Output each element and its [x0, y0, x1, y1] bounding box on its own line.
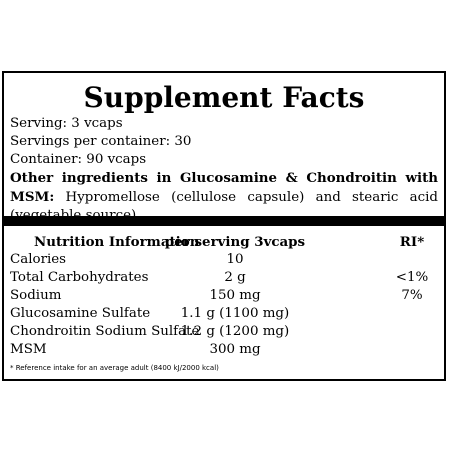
- row-amount: 10: [226, 252, 244, 267]
- reference-footnote: * Reference intake for an average adult …: [10, 364, 219, 372]
- other-ingredients-label: Other ingredients in Glucosamine & Chond…: [10, 170, 438, 205]
- serving-size: Serving: 3 vcaps: [10, 116, 123, 131]
- supplement-facts-panel: Supplement Facts Serving: 3 vcaps Servin…: [2, 71, 446, 381]
- nutrition-table: Nutrition Information per serving 3vcaps…: [10, 233, 438, 359]
- table-header-row: Nutrition Information per serving 3vcaps…: [10, 233, 438, 251]
- serving-info: Serving: 3 vcaps Servings per container:…: [10, 115, 438, 225]
- table-row: MSM 300 mg: [10, 341, 438, 359]
- table-row: Calories 10: [10, 251, 438, 269]
- header-per-serving: per serving 3vcaps: [164, 234, 306, 250]
- table-row: Glucosamine Sulfate 1.1 g (1100 mg): [10, 305, 438, 323]
- row-label: MSM: [10, 342, 47, 357]
- row-label: Sodium: [10, 288, 62, 303]
- table-row: Total Carbohydrates 2 g <1%: [10, 269, 438, 287]
- table-row: Sodium 150 mg 7%: [10, 287, 438, 305]
- divider-bar: [4, 216, 444, 226]
- row-ri: 7%: [401, 288, 423, 303]
- row-amount: 150 mg: [209, 288, 261, 303]
- row-amount: 1.2 g (1200 mg): [180, 324, 290, 339]
- row-label: Total Carbohydrates: [10, 270, 149, 285]
- row-label: Glucosamine Sulfate: [10, 306, 151, 321]
- row-amount: 1.1 g (1100 mg): [180, 306, 290, 321]
- panel-title: Supplement Facts: [83, 81, 365, 114]
- header-ri: RI*: [399, 234, 425, 250]
- row-amount: 300 mg: [209, 342, 261, 357]
- row-ri: <1%: [395, 270, 429, 285]
- row-label: Chondroitin Sodium Sulfate: [10, 324, 200, 339]
- header-nutrition-information: Nutrition Information: [34, 234, 200, 250]
- container-count: Container: 90 vcaps: [10, 152, 147, 167]
- table-row: Chondroitin Sodium Sulfate 1.2 g (1200 m…: [10, 323, 438, 341]
- row-amount: 2 g: [224, 270, 246, 285]
- servings-per-container: Servings per container: 30: [10, 134, 192, 149]
- row-label: Calories: [10, 252, 67, 267]
